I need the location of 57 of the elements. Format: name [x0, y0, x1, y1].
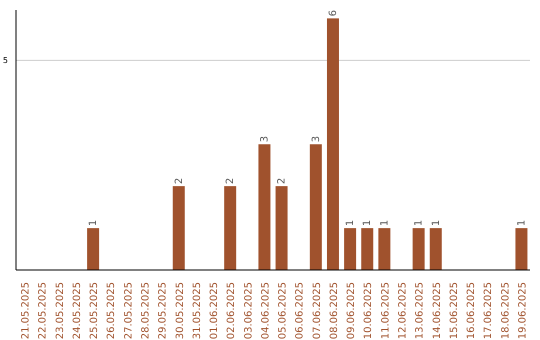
bar — [172, 186, 185, 270]
data-label: 1 — [362, 220, 374, 226]
x-tick-label: 29.05.2025 — [158, 282, 169, 340]
x-tick-label: 28.05.2025 — [140, 282, 152, 340]
x-tick-label: 21.05.2025 — [20, 282, 32, 340]
data-label: 1 — [88, 220, 100, 226]
x-tick-label: 15.06.2025 — [448, 282, 460, 340]
data-label: 1 — [516, 220, 528, 226]
x-tick-label: 11.06.2025 — [380, 282, 392, 340]
x-tick-label: 26.05.2025 — [106, 282, 118, 340]
x-tick-label: 31.05.2025 — [192, 282, 203, 340]
bar — [310, 144, 322, 270]
bar — [378, 228, 390, 270]
x-tick-label: 07.06.2025 — [312, 282, 323, 340]
x-tick-label: 18.06.2025 — [500, 282, 512, 340]
data-label: 1 — [414, 220, 425, 226]
x-tick-label: 10.06.2025 — [363, 282, 374, 340]
x-tick-label: 27.05.2025 — [123, 282, 134, 340]
x-tick-label: 25.05.2025 — [89, 282, 100, 340]
x-tick-label: 05.06.2025 — [278, 282, 289, 340]
x-tick-label: 12.06.2025 — [398, 282, 408, 340]
bar — [430, 228, 442, 270]
data-label: 2 — [276, 178, 288, 184]
data-label: 1 — [430, 220, 442, 226]
bar — [326, 18, 339, 270]
x-tick-label: 30.05.2025 — [174, 282, 186, 340]
data-label: 3 — [310, 136, 322, 142]
x-tick-label: 04.06.2025 — [260, 282, 272, 340]
y-tick-label: 5 — [2, 56, 8, 66]
x-tick-label: 19.06.2025 — [517, 282, 528, 340]
x-tick-label: 13.06.2025 — [414, 282, 426, 340]
x-tick-label: 16.06.2025 — [466, 282, 478, 340]
x-tick-label: 03.06.2025 — [243, 282, 254, 340]
bar — [258, 144, 270, 270]
bar — [361, 228, 374, 270]
bar — [344, 228, 356, 270]
bar — [87, 228, 100, 270]
data-label: 3 — [259, 136, 270, 142]
x-tick-label: 08.06.2025 — [328, 282, 340, 340]
x-tick-label: 01.06.2025 — [209, 282, 220, 340]
x-tick-label: 17.06.2025 — [483, 282, 494, 340]
x-tick-label: 22.05.2025 — [38, 282, 49, 340]
x-tick-label: 02.06.2025 — [226, 282, 238, 340]
bar — [276, 186, 288, 270]
x-tick-label: 06.06.2025 — [294, 282, 306, 340]
data-label: 1 — [345, 220, 356, 226]
x-tick-label: 14.06.2025 — [432, 282, 443, 340]
x-tick-label: 23.05.2025 — [54, 282, 66, 340]
data-label: 2 — [174, 178, 185, 184]
bar — [412, 228, 425, 270]
bar — [224, 186, 236, 270]
data-label: 2 — [225, 178, 236, 184]
bar — [515, 228, 528, 270]
x-tick-label: 24.05.2025 — [72, 282, 83, 340]
data-label: 1 — [379, 220, 390, 226]
data-label: 6 — [328, 10, 339, 16]
x-tick-label: 09.06.2025 — [346, 282, 358, 340]
